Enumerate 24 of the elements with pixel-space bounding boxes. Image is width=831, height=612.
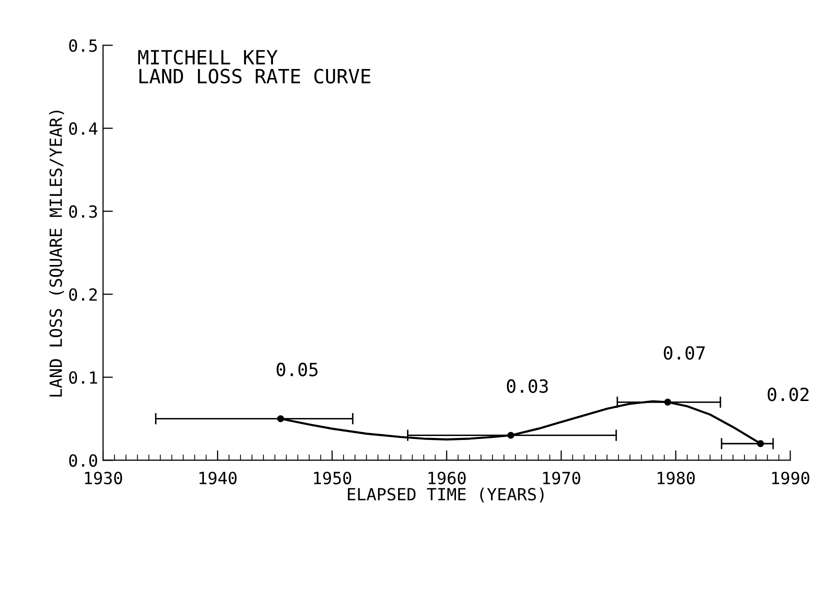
- y-axis-title: LAND LOSS (SQUARE MILES/YEAR): [49, 110, 64, 396]
- point: [277, 415, 284, 422]
- x-axis-title: ELAPSED TIME (YEARS): [348, 488, 544, 503]
- data-label: 0.03: [506, 379, 548, 393]
- x-tick-label: 1950: [314, 472, 352, 484]
- y-tick-label: 0.3: [69, 205, 97, 218]
- point: [664, 398, 672, 406]
- x-tick-label: 1990: [772, 472, 810, 484]
- point: [757, 440, 764, 448]
- x-tick-label: 1940: [200, 472, 237, 484]
- x-tick-label: 1930: [84, 472, 122, 484]
- data-label: 0.02: [768, 388, 808, 402]
- data-label: 0.07: [664, 346, 705, 360]
- x-tick-label: 1980: [658, 472, 695, 484]
- y-tick-label: 0.2: [69, 288, 97, 301]
- y-tick-label: 0.5: [69, 39, 97, 52]
- y-tick-label: 0.4: [69, 122, 98, 135]
- y-tick-label: 0.1: [69, 371, 98, 384]
- x-tick-label: 1960: [428, 472, 466, 484]
- y-tick-label: 0.0: [69, 454, 98, 467]
- text: MITCHELL KEY LAND LOSS RATE CURVE: [138, 50, 370, 84]
- point: [507, 432, 514, 439]
- x-tick-label: 1970: [543, 472, 580, 484]
- data-label: 0.05: [276, 362, 318, 376]
